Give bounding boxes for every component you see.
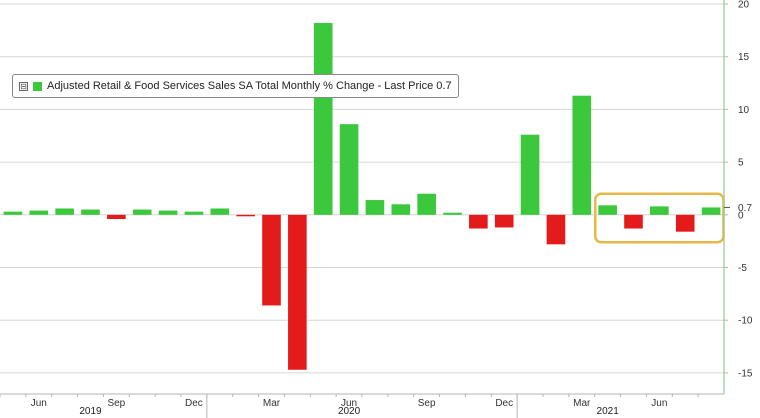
bar [546,214,566,245]
bar [469,214,488,229]
y-tick-label: -10 [738,316,753,327]
year-label: 2021 [597,406,620,417]
legend[interactable]: ⊟ Adjusted Retail & Food Services Sales … [12,74,459,98]
bar [3,211,23,215]
y-tick-label: 5 [738,158,744,169]
y-tick-label: -15 [738,368,753,379]
legend-toggle-icon[interactable]: ⊟ [19,81,28,91]
year-label: 2020 [338,406,361,417]
bar [236,214,255,217]
bar [443,212,462,215]
bar [494,214,514,228]
bar [132,209,152,215]
bar [55,208,74,215]
bar [417,193,436,215]
x-tick-label: Mar [573,398,591,409]
bar [29,210,49,215]
x-tick-label: Sep [107,398,125,409]
bar [675,214,695,232]
bar [339,124,359,215]
bar [210,208,230,215]
bar [572,95,592,215]
bar [313,22,333,215]
highlight-box [593,192,725,244]
bar [701,207,721,215]
highlight-rect [593,192,725,244]
x-tick-label: Mar [263,398,281,409]
y-tick-label: 0 [738,210,744,221]
y-tick-label: 15 [738,52,750,63]
bar [520,134,540,215]
x-tick-label: Jun [651,398,667,409]
bars [3,22,721,370]
bar [107,214,126,220]
last-price-label: 0.7 [738,203,752,214]
x-tick-label: Jun [341,398,357,409]
legend-swatch [33,81,42,91]
x-tick-label: Sep [418,398,436,409]
x-tick-label: Dec [495,398,513,409]
y-axis: -15 -10 -5 0 5 10 15 20 0.7 [723,0,753,394]
y-tick-label: 10 [738,105,750,116]
bar [288,214,307,370]
bar [598,205,617,215]
bar [624,214,643,229]
bar [365,200,385,215]
bar [81,209,100,215]
x-tick-label: Dec [185,398,203,409]
bar [158,210,178,215]
y-tick-label: -5 [738,263,747,274]
bar [184,211,204,215]
year-label: 2019 [79,406,102,417]
y-tick-label: 20 [738,0,750,11]
grid-lines [0,3,724,374]
x-tick-label: Jun [31,398,47,409]
bar [650,206,669,215]
bar [391,204,411,215]
legend-label: Adjusted Retail & Food Services Sales SA… [47,80,452,92]
x-axis: Jun Sep Dec Mar Jun Sep Dec Mar Jun 2019 2020 2021 [0,393,724,418]
bar [262,214,281,306]
